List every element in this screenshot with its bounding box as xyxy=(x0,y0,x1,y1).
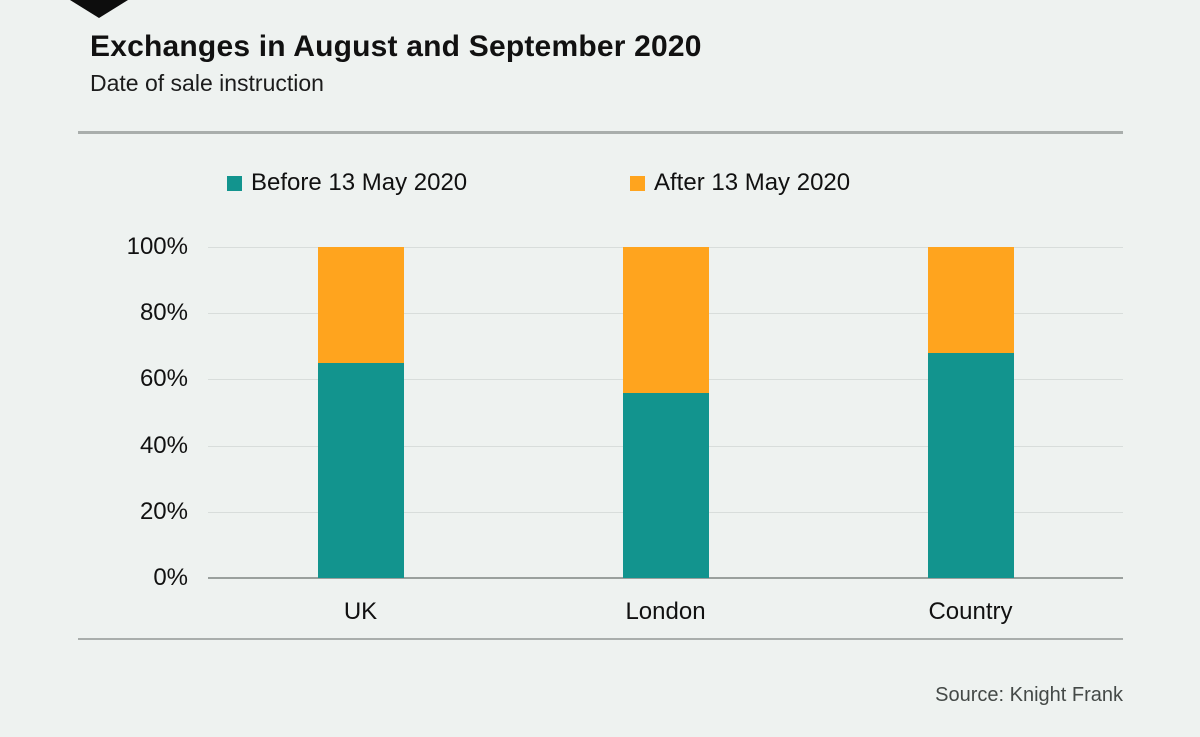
y-tick-label-20: 20% xyxy=(139,497,188,525)
bar-segment-uk-before xyxy=(317,362,404,578)
bar-segment-london-after xyxy=(622,247,709,393)
y-tick-label-100: 100% xyxy=(126,233,188,260)
bottom-divider xyxy=(78,638,1123,640)
knight-frank-ribbon-icon xyxy=(70,0,128,18)
legend-label-after: After 13 May 2020 xyxy=(654,169,851,196)
y-tick-label-60: 60% xyxy=(139,365,188,393)
bar-segment-london-before xyxy=(622,392,709,578)
legend-item-after: After 13 May 2020 xyxy=(630,169,850,197)
y-tick-label-40: 40% xyxy=(139,431,188,459)
x-axis-baseline xyxy=(208,577,1123,579)
x-tick-label-country: Country xyxy=(928,598,1013,625)
chart-subtitle: Date of sale instruction xyxy=(90,70,324,96)
legend-item-before: Before 13 May 2020 xyxy=(227,169,467,197)
legend-swatch-before-icon xyxy=(227,175,242,191)
plot-area xyxy=(208,247,1123,579)
source-credit: Source: Knight Frank xyxy=(935,684,1123,706)
bar-segment-country-after xyxy=(927,247,1014,353)
chart-title: Exchanges in August and September 2020 xyxy=(90,30,702,63)
x-tick-label-london: London xyxy=(625,598,706,625)
top-divider xyxy=(78,131,1123,134)
legend-swatch-after-icon xyxy=(630,175,645,191)
bar-segment-uk-after xyxy=(317,247,404,363)
y-tick-label-0: 0% xyxy=(153,564,188,591)
x-tick-label-uk: UK xyxy=(343,598,378,625)
legend-label-before: Before 13 May 2020 xyxy=(251,169,468,196)
bar-segment-country-before xyxy=(927,352,1014,578)
y-tick-label-80: 80% xyxy=(139,299,188,327)
